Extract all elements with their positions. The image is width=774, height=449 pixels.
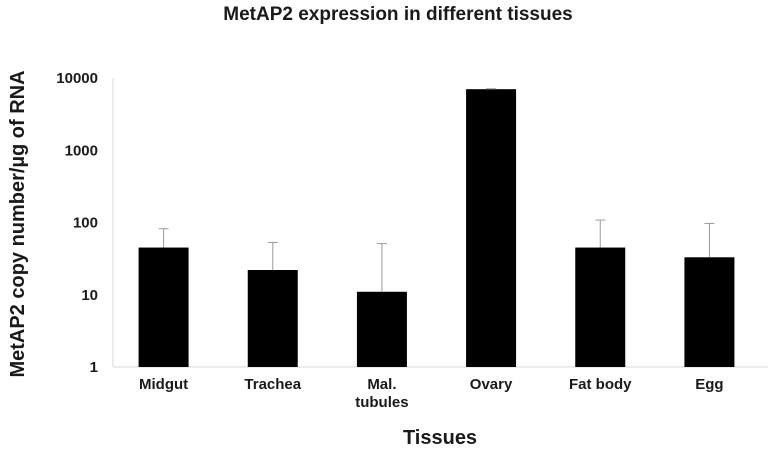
- x-tick-label: Midgut: [139, 376, 188, 393]
- y-tick-label: 10000: [56, 70, 98, 87]
- y-tick-label: 1000: [65, 142, 98, 159]
- bar: [575, 247, 626, 367]
- y-axis-title: MetAP2 copy number/µg of RNA: [7, 70, 29, 377]
- y-tick-label: 10: [81, 287, 98, 304]
- y-tick-label: 1: [90, 359, 98, 376]
- x-tick-label: Trachea: [244, 376, 301, 393]
- x-tick-label: Ovary: [470, 376, 513, 393]
- y-tick-label: 100: [73, 215, 98, 232]
- bar: [356, 291, 407, 367]
- x-tick-label: tubules: [355, 394, 408, 411]
- x-tick-label: Egg: [695, 376, 723, 393]
- bar: [466, 89, 517, 368]
- bar: [247, 270, 298, 367]
- x-tick-label: Mal.: [367, 376, 396, 393]
- x-tick-label: Fat body: [569, 376, 632, 393]
- chart-title: MetAP2 expression in different tissues: [223, 4, 573, 25]
- x-axis-title: Tissues: [403, 427, 477, 449]
- bar: [138, 247, 189, 367]
- bar: [684, 257, 735, 367]
